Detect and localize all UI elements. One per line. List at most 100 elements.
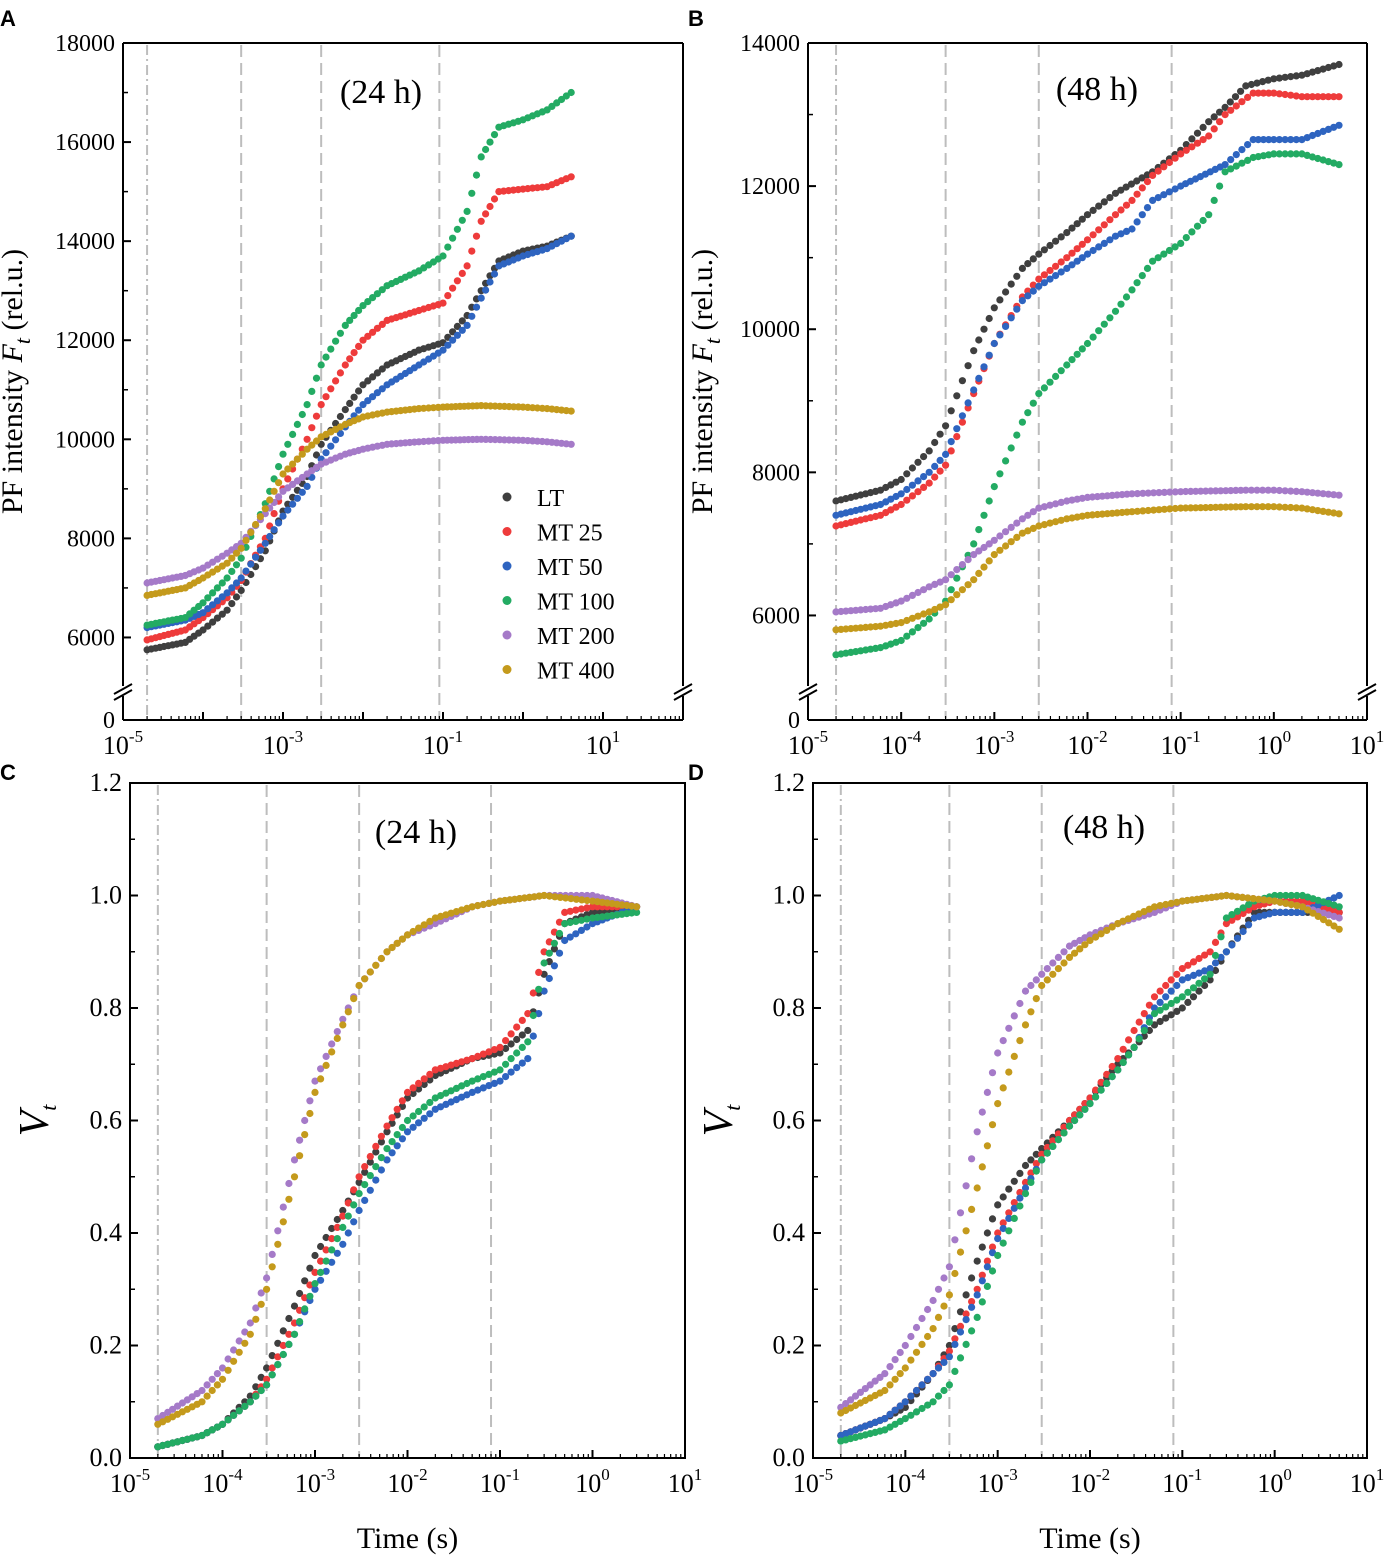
data-point	[973, 1313, 981, 1321]
data-point	[496, 1043, 504, 1051]
data-point	[377, 1132, 385, 1140]
data-point	[1250, 908, 1258, 917]
data-point	[246, 1398, 254, 1406]
data-point	[550, 939, 559, 947]
data-point	[290, 1330, 299, 1338]
data-point	[266, 496, 274, 504]
data-point	[1304, 906, 1312, 914]
data-point	[507, 1055, 515, 1063]
data-point	[1244, 93, 1252, 101]
data-point	[241, 1402, 249, 1410]
data-point	[1097, 1086, 1105, 1094]
data-point	[332, 436, 340, 444]
data-point	[1095, 243, 1103, 251]
data-point	[1217, 953, 1225, 962]
data-point	[270, 526, 278, 534]
data-point	[383, 1145, 391, 1153]
axis-break-mark	[673, 683, 693, 695]
data-point	[1063, 361, 1071, 369]
x-tick-base: 10	[974, 731, 1000, 760]
data-point	[1016, 1037, 1024, 1045]
data-point	[925, 447, 933, 455]
data-point	[364, 377, 372, 385]
data-point	[1178, 976, 1186, 984]
data-point	[555, 929, 564, 938]
data-point	[341, 321, 349, 329]
data-point	[953, 392, 961, 400]
data-point	[1319, 916, 1328, 924]
data-point	[1024, 527, 1032, 535]
data-point	[1238, 98, 1246, 106]
data-point	[369, 393, 377, 401]
axis-break-gap	[113, 686, 133, 696]
y-tick-label: 14000	[55, 229, 115, 255]
data-point	[1242, 82, 1250, 90]
y-tick-label: 10000	[55, 427, 115, 453]
data-point	[1314, 507, 1322, 515]
x-tick-base: 10	[202, 1469, 228, 1498]
data-point	[968, 1303, 976, 1311]
data-point	[246, 1392, 254, 1400]
data-point	[474, 1075, 482, 1083]
data-point	[482, 286, 490, 294]
data-point	[1335, 60, 1343, 69]
y-tick-label: 0.8	[90, 993, 123, 1022]
data-point	[1054, 1130, 1062, 1138]
data-point	[1303, 505, 1311, 513]
data-point	[1182, 487, 1190, 496]
data-point	[1127, 180, 1135, 188]
data-point	[420, 1080, 428, 1089]
data-point	[968, 1274, 976, 1282]
data-point	[942, 461, 950, 469]
data-point	[881, 1370, 889, 1378]
data-point	[1150, 489, 1158, 497]
x-tick-label: 10-4	[881, 727, 922, 760]
x-tick-label: 101	[1350, 727, 1385, 760]
data-point	[908, 628, 917, 636]
data-point	[333, 1028, 341, 1036]
data-point	[1057, 258, 1065, 266]
data-point	[1013, 519, 1021, 527]
data-point	[474, 1086, 482, 1094]
data-point	[204, 622, 212, 630]
data-point	[572, 917, 580, 926]
data-point	[988, 1215, 997, 1223]
data-point	[931, 580, 939, 589]
data-point	[1217, 933, 1225, 941]
data-point	[1264, 486, 1272, 494]
data-point	[1195, 987, 1203, 995]
data-point	[274, 1339, 282, 1347]
data-point	[1162, 993, 1170, 1001]
data-point	[1265, 136, 1273, 144]
data-point	[1166, 488, 1174, 496]
data-point	[1068, 224, 1076, 232]
y-tick-label: 14000	[740, 31, 800, 57]
data-point	[942, 576, 950, 584]
data-point	[1073, 257, 1081, 265]
data-point	[1013, 533, 1021, 542]
data-point	[289, 430, 297, 438]
data-point	[224, 1416, 232, 1424]
data-point	[415, 924, 423, 932]
data-point	[1021, 1021, 1030, 1029]
y-axis-title-variable: F	[686, 343, 719, 363]
panel-d: 0.00.20.40.60.81.01.210-5 10-4 10-3 10-2 10-…	[688, 760, 1384, 1555]
y-tick-label: 0.0	[90, 1443, 123, 1472]
panel-letter: D	[688, 760, 704, 785]
data-point	[218, 579, 226, 587]
data-point	[920, 473, 928, 481]
x-tick-label: 10-1	[480, 1465, 520, 1498]
data-point	[1005, 1185, 1013, 1193]
data-point	[1162, 1014, 1170, 1022]
data-point	[1271, 897, 1279, 905]
data-point	[572, 906, 580, 914]
data-point	[912, 1386, 921, 1395]
data-point	[279, 1203, 287, 1211]
data-point	[327, 442, 335, 450]
data-point	[1187, 487, 1195, 495]
data-point	[1073, 220, 1081, 228]
data-point	[1275, 74, 1283, 82]
data-point	[524, 1038, 532, 1046]
data-point	[496, 1066, 504, 1074]
data-point	[1162, 900, 1170, 909]
